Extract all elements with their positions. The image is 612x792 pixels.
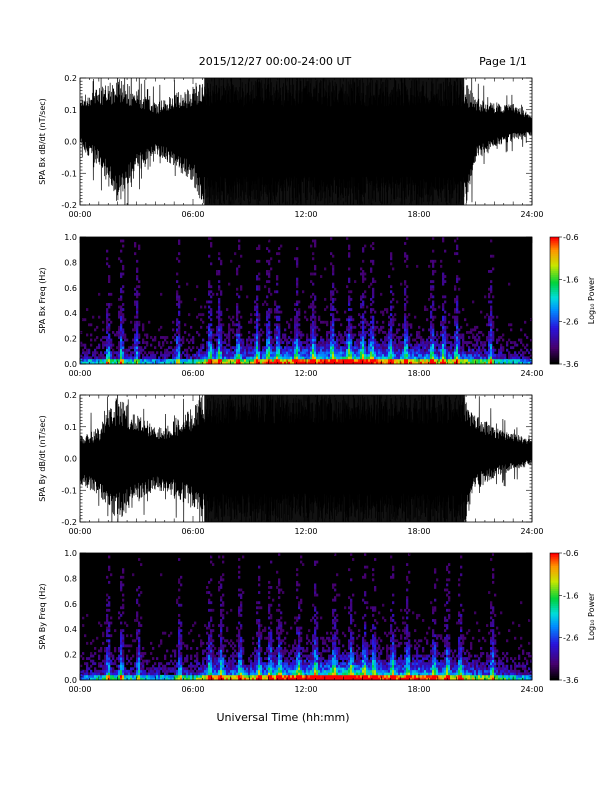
x-tick-label: 12:00 [294, 685, 317, 694]
x-tick-label: 00:00 [68, 527, 91, 536]
colorbar-gradient [550, 553, 559, 681]
colorbar-label: Log₁₀ Power [587, 592, 596, 640]
x-tick-label: 00:00 [68, 210, 91, 219]
colorbar-tick-label: -3.6 [563, 676, 579, 685]
x-tick-label: 12:00 [294, 210, 317, 219]
panel-bx-dbdt: 00:00 06:00 12:00 18:00 24:00 0.2 0.1 0.0 -0.1 -0… [38, 74, 544, 219]
panel-bx-spectrogram: 00:00 06:00 12:00 18:00 24:00 1.0 0.8 0.6 0.4 0.2… [38, 233, 544, 378]
y-tick-label: 0.2 [64, 74, 77, 83]
colorbar-frame [549, 552, 560, 681]
y-tick-label: -0.1 [61, 169, 77, 178]
y-tick-label: 0.8 [64, 258, 77, 267]
x-axis-label: Universal Time (hh:mm) [217, 711, 350, 724]
y-axis-label: SPA By dB/dt (nT/sec) [38, 415, 47, 502]
axis-ticks [79, 77, 533, 206]
y-tick-label: 0.2 [64, 651, 77, 660]
x-tick-label: 06:00 [181, 369, 204, 378]
y-axis-label: SPA Bx dB/dt (nT/sec) [38, 98, 47, 185]
colorbar-by: -0.6 -1.6 -2.6 -3.6 Log₁₀ Power [549, 549, 596, 685]
x-tick-label: 18:00 [407, 210, 430, 219]
y-tick-label: 0.2 [64, 335, 77, 344]
y-tick-label: -0.2 [61, 201, 77, 210]
y-tick-label: 0.0 [64, 360, 77, 369]
y-axis-label: SPA By Freq (Hz) [38, 583, 47, 649]
y-tick-label: 1.0 [64, 233, 77, 242]
y-tick-label: 0.4 [64, 625, 77, 634]
colorbar-tick-label: -1.6 [563, 275, 579, 284]
heatmap-cells-by-spectrogram [80, 553, 533, 681]
colorbar-tick-label: -0.6 [563, 233, 579, 242]
x-tick-label: 18:00 [407, 369, 430, 378]
y-tick-label: 0.8 [64, 574, 77, 583]
x-tick-label: 06:00 [181, 210, 204, 219]
y-tick-label: 0.4 [64, 309, 77, 318]
axis-ticks [79, 552, 533, 681]
y-tick-label: -0.1 [61, 486, 77, 495]
plot-frame [79, 394, 533, 523]
y-axis-label: SPA Bx Freq (Hz) [38, 267, 47, 333]
panel-by-spectrogram: 00:00 06:00 12:00 18:00 24:00 1.0 0.8 0.6 0.4 0.2… [38, 549, 544, 694]
y-tick-label: 0.2 [64, 391, 77, 400]
y-tick-label: -0.2 [61, 518, 77, 527]
y-tick-label: 0.0 [64, 138, 77, 147]
colorbar-gradient [550, 237, 559, 365]
y-tick-label: 0.1 [64, 106, 77, 115]
x-tick-label: 00:00 [68, 369, 91, 378]
x-tick-label: 12:00 [294, 527, 317, 536]
x-tick-label: 00:00 [68, 685, 91, 694]
plot-frame [79, 552, 533, 681]
saturated-region [204, 395, 465, 522]
page-title: 2015/12/27 00:00-24:00 UT [199, 55, 352, 68]
x-tick-label: 24:00 [520, 210, 543, 219]
x-tick-label: 24:00 [520, 369, 543, 378]
colorbar-bx: -0.6 -1.6 -2.6 -3.6 Log₁₀ Power [549, 233, 596, 369]
colorbar-label: Log₁₀ Power [587, 276, 596, 324]
colorbar-tick-label: -2.6 [563, 634, 579, 643]
colorbar-tick-label: -1.6 [563, 591, 579, 600]
x-tick-label: 24:00 [520, 685, 543, 694]
x-tick-label: 06:00 [181, 685, 204, 694]
x-tick-label: 12:00 [294, 369, 317, 378]
saturated-region [204, 78, 465, 205]
y-tick-label: 0.1 [64, 423, 77, 432]
y-tick-label: 0.6 [64, 284, 77, 293]
plot-frame [79, 236, 533, 365]
colorbar-tick-label: -3.6 [563, 360, 579, 369]
y-tick-label: 0.0 [64, 676, 77, 685]
panel-by-dbdt: 00:00 06:00 12:00 18:00 24:00 0.2 0.1 0.0 -0.1 -0… [38, 391, 544, 536]
colorbar-frame [549, 236, 560, 365]
colorbar-tick-label: -2.6 [563, 318, 579, 327]
x-tick-label: 18:00 [407, 685, 430, 694]
page-number: Page 1/1 [479, 55, 527, 68]
x-tick-label: 24:00 [520, 527, 543, 536]
plot-frame [79, 77, 533, 206]
y-tick-label: 1.0 [64, 549, 77, 558]
y-tick-label: 0.0 [64, 455, 77, 464]
x-tick-label: 18:00 [407, 527, 430, 536]
x-tick-label: 06:00 [181, 527, 204, 536]
heatmap-cells-bx-spectrogram [80, 237, 533, 365]
colorbar-tick-label: -0.6 [563, 549, 579, 558]
y-tick-label: 0.6 [64, 600, 77, 609]
